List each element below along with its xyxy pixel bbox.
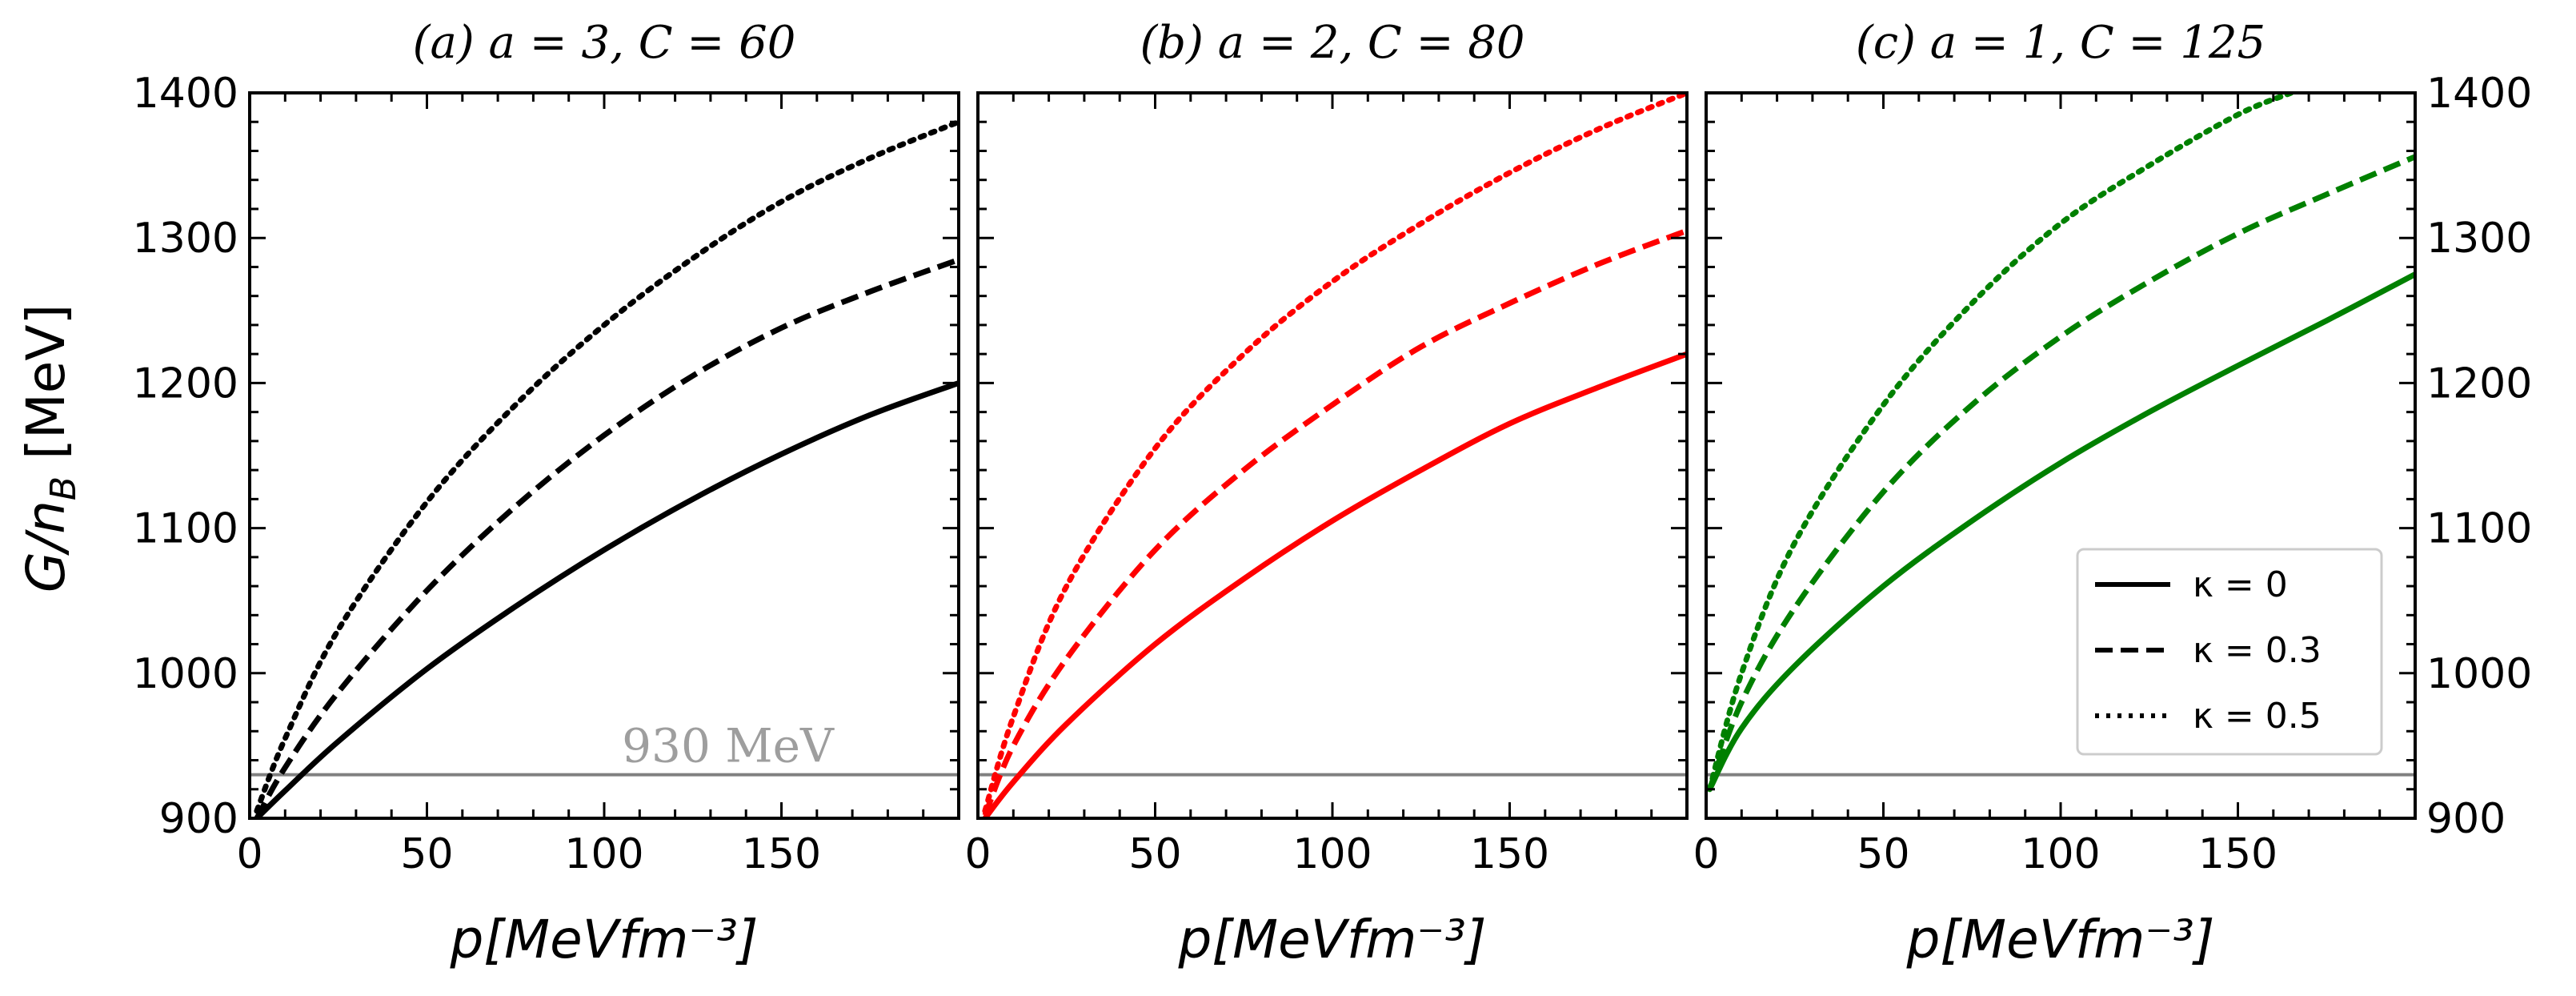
panel-title: (a) a = 3, C = 60 [413,17,796,69]
legend-label-kappa-0.3: κ = 0.3 [2193,630,2322,671]
series-line-solid [1707,271,2415,791]
y-tick-label: 900 [2426,795,2506,843]
series-line-dotted [1706,93,2294,793]
series-line-dashed [982,227,1687,817]
series-line-dashed [254,257,959,818]
x-tick-label: 50 [1128,830,1181,878]
x-axis-label: p[MeVfm⁻³] [450,909,759,970]
x-axis-label: p[MeVfm⁻³] [1178,909,1487,970]
x-tick-label: 100 [2021,830,2100,878]
panel-title: (b) a = 2, C = 80 [1140,17,1524,69]
y-tick-label: 1000 [2426,650,2532,698]
panel-a: 930 MeV 0 50 100 150 900 1000 1100 1200 1300 1400 (… [133,17,960,970]
y-tick-label: 1300 [2426,215,2532,263]
panel-title: (c) a = 1, C = 125 [1856,17,2266,69]
x-tick-label: 0 [1693,830,1719,878]
y-tick-label: 1400 [133,70,238,118]
y-tick-label: 1100 [133,505,238,553]
series-line-solid [983,351,1687,818]
legend: κ = 0 κ = 0.3 κ = 0.5 [2076,548,2383,756]
x-tick-label: 150 [742,830,821,878]
y-tick-label: 900 [159,795,238,843]
legend-box [2076,548,2383,756]
x-tick-label: 100 [1292,830,1372,878]
x-tick-label: 0 [236,830,262,878]
y-tick-label: 1400 [2426,70,2532,118]
x-tick-label: 150 [1470,830,1549,878]
y-tick-label: 1000 [133,650,238,698]
x-tick-label: 150 [2198,830,2278,878]
y-tick-label: 1200 [2426,359,2532,408]
x-tick-label: 50 [1857,830,1909,878]
x-tick-label: 100 [564,830,643,878]
x-tick-label: 50 [400,830,453,878]
panel-c: 0 50 100 150 900 1000 1100 1200 1300 1400 (c) a = … [1693,17,2532,970]
x-tick-label: 0 [964,830,991,878]
panel-b: 0 50 100 150 (b) a = 2, C = 80 p[MeVfm⁻³] [964,17,1689,970]
series-line-dotted [982,93,1687,814]
series-line-dotted [254,118,959,814]
legend-label-kappa-0: κ = 0 [2193,564,2288,605]
y-tick-label: 1200 [133,359,238,408]
y-tick-label: 1300 [133,215,238,263]
y-tick-label: 1100 [2426,505,2532,553]
series-line-solid [254,380,959,818]
x-axis-label: p[MeVfm⁻³] [1906,909,2215,970]
series-line-dashed [1707,154,2415,791]
legend-label-kappa-0.5: κ = 0.5 [2193,696,2322,737]
y-axis-label: G/nB [MeV] [15,304,84,593]
reference-line-label: 930 MeV [622,719,835,773]
